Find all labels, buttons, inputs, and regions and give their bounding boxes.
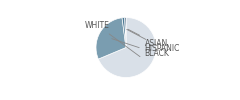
Wedge shape <box>125 18 126 48</box>
Text: ASIAN: ASIAN <box>128 29 168 48</box>
Text: BLACK: BLACK <box>112 39 169 58</box>
Wedge shape <box>98 18 156 78</box>
Text: WHITE: WHITE <box>85 20 140 57</box>
Wedge shape <box>122 18 126 48</box>
Wedge shape <box>96 18 126 59</box>
Text: HISPANIC: HISPANIC <box>127 29 180 53</box>
